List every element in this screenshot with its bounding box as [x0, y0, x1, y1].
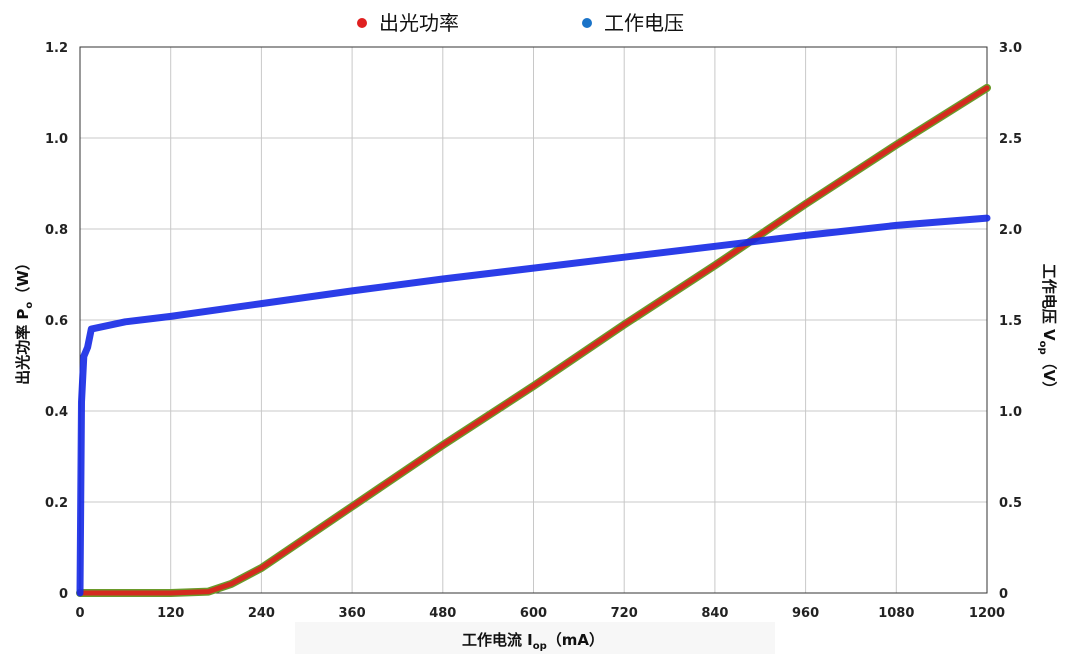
legend-label-power: 出光功率 [379, 11, 459, 35]
left-y-tick-label: 0.6 [45, 314, 68, 329]
right-y-tick-label: 1.0 [999, 405, 1022, 420]
x-tick-label: 480 [429, 606, 456, 621]
series-layer [76, 83, 991, 597]
legend: 出光功率 工作电压 [357, 11, 684, 35]
left-y-axis-title: 出光功率 Po（W） [14, 255, 35, 385]
x-tick-label: 1200 [969, 606, 1005, 621]
x-tick-label: 600 [520, 606, 547, 621]
right-y-tick-label: 1.5 [999, 314, 1022, 329]
right-y-tick-label: 3.0 [999, 41, 1022, 56]
left-axis-ticks: 0 0.2 0.4 0.6 0.8 1.0 1.2 [45, 41, 68, 602]
series-line-power [77, 85, 990, 596]
legend-label-voltage: 工作电压 [604, 11, 684, 35]
left-y-tick-label: 1.2 [45, 41, 68, 56]
right-y-tick-label: 2.0 [999, 223, 1022, 238]
series-line-voltage [76, 214, 991, 597]
x-tick-label: 1080 [878, 606, 914, 621]
left-y-tick-label: 0.2 [45, 496, 68, 511]
left-y-tick-label: 0 [59, 587, 68, 602]
left-y-tick-label: 0.8 [45, 223, 68, 238]
x-tick-label: 720 [611, 606, 638, 621]
left-y-tick-label: 1.0 [45, 132, 68, 147]
x-axis-ticks: 0 120 240 360 480 600 720 840 960 1080 1200 [75, 606, 1005, 621]
plot-frame [79, 46, 988, 594]
x-tick-label: 360 [339, 606, 366, 621]
x-tick-label: 120 [157, 606, 184, 621]
right-y-tick-label: 0 [999, 587, 1008, 602]
right-y-tick-label: 2.5 [999, 132, 1022, 147]
right-y-axis-title: 工作电压 Vop（V） [1037, 264, 1058, 396]
x-axis-title: 工作电流 Iop（mA） [462, 631, 604, 652]
left-y-tick-label: 0.4 [45, 405, 68, 420]
legend-marker-power [357, 18, 367, 28]
x-tick-label: 0 [75, 606, 84, 621]
x-tick-label: 840 [701, 606, 728, 621]
x-tick-label: 240 [248, 606, 275, 621]
x-tick-label: 960 [792, 606, 819, 621]
right-y-tick-label: 0.5 [999, 496, 1022, 511]
x-axis-label-background [295, 622, 775, 654]
legend-marker-voltage [582, 18, 592, 28]
right-axis-ticks: 0 0.5 1.0 1.5 2.0 2.5 3.0 [999, 41, 1022, 602]
